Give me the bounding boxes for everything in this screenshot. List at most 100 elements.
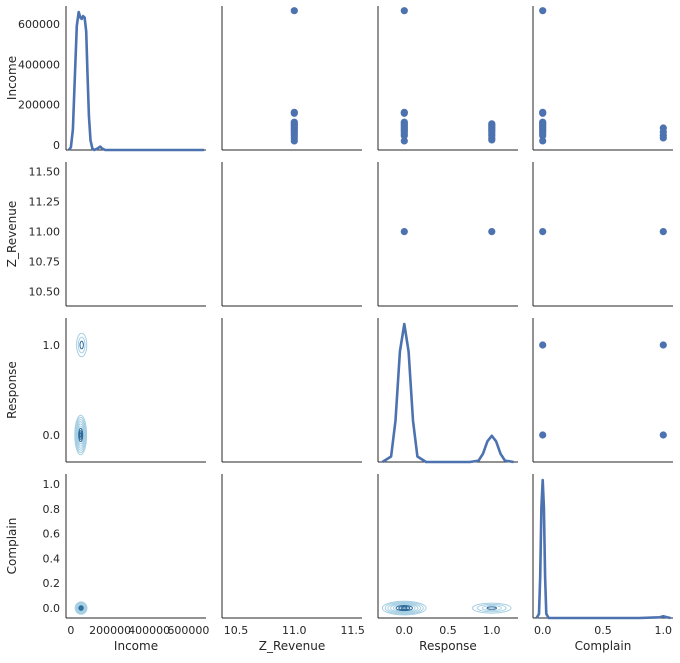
y-tick-label: 1.0 xyxy=(43,339,61,352)
x-tick-label: 200000 xyxy=(89,624,131,637)
kde-contour xyxy=(77,336,86,354)
scatter-point xyxy=(659,341,667,349)
panel-response-vs-complain xyxy=(532,318,673,463)
scatter-point xyxy=(400,7,408,15)
x-tick-label: 0.0 xyxy=(396,624,414,637)
kde-contour xyxy=(76,421,86,449)
scatter-point xyxy=(539,109,547,117)
y-tick-label: 0 xyxy=(53,139,60,152)
x-tick-label: 0 xyxy=(67,624,74,637)
kde-contour xyxy=(79,606,83,610)
kde-contour xyxy=(78,430,83,440)
kde-contour xyxy=(381,600,427,616)
scatter-point xyxy=(539,137,547,145)
y-tick-label: 10.75 xyxy=(29,256,61,269)
scatter-point xyxy=(539,431,547,439)
kde-line-complain xyxy=(535,478,671,620)
x-tick-label: 11.0 xyxy=(282,624,307,637)
kde-contour xyxy=(471,602,512,614)
kde-contour xyxy=(76,423,85,447)
x-tick-label: 1.0 xyxy=(655,624,673,637)
panel-z-revenue-vs-income: 10.50 10.75 11.00 11.25 11.50 Z_Revenue xyxy=(5,162,206,307)
x-axis-label: Income xyxy=(114,639,158,653)
y-tick-label: 200000 xyxy=(18,99,60,112)
kde-contour xyxy=(392,604,416,612)
scatter-point xyxy=(488,136,496,144)
scatter-point xyxy=(290,7,298,15)
y-tick-label: 600000 xyxy=(18,18,60,31)
scatter-point xyxy=(659,134,667,142)
kde-line-income xyxy=(67,10,204,152)
x-axis-label: Complain xyxy=(575,639,632,653)
kde-contour xyxy=(384,601,424,615)
scatter-point xyxy=(539,7,547,15)
kde-contour xyxy=(398,605,411,611)
x-axis-label: Z_Revenue xyxy=(259,639,325,653)
panel-complain-vs-income: 0.0 0.2 0.4 0.6 0.8 1.0 Complain 0 2000004000006… xyxy=(5,474,209,653)
kde-line-response xyxy=(381,322,514,464)
x-tick-label: 0.0 xyxy=(534,624,552,637)
kde-contour xyxy=(77,604,85,612)
kde-contour xyxy=(78,427,84,443)
scatter-point xyxy=(488,228,496,236)
panel-complain-vs-z-revenue: 10.5 11.0 11.5 Z_Revenue xyxy=(221,474,365,653)
y-tick-label: 0.4 xyxy=(43,552,61,565)
y-tick-label: 11.25 xyxy=(29,196,61,209)
kde-contour xyxy=(75,419,86,451)
panel-response-vs-income: 0.0 1.0 Response xyxy=(5,318,206,463)
y-tick-label: 10.50 xyxy=(29,286,61,299)
scatter-point xyxy=(659,228,667,236)
kde-contour xyxy=(78,605,84,611)
kde-contour xyxy=(481,605,502,612)
panel-response-vs-response xyxy=(377,318,518,464)
scatter-point xyxy=(400,109,408,117)
kde-contour xyxy=(387,602,422,614)
scatter-point xyxy=(290,137,298,145)
kde-contour xyxy=(395,604,413,612)
x-tick-label: 0.5 xyxy=(594,624,612,637)
x-tick-label: 0.5 xyxy=(439,624,457,637)
y-tick-label: 0.6 xyxy=(43,528,61,541)
scatter-point xyxy=(400,228,408,236)
kde-contour xyxy=(74,414,88,456)
kde-contour xyxy=(76,602,86,614)
panel-z-revenue-vs-complain xyxy=(532,162,673,307)
y-tick-label: 0.0 xyxy=(43,429,61,442)
y-tick-label: 11.50 xyxy=(29,166,61,179)
scatter-point xyxy=(290,109,298,117)
y-tick-label: 0.0 xyxy=(43,602,61,615)
panel-income-vs-complain xyxy=(532,6,673,151)
panel-complain-vs-complain: 0.0 0.5 1.0 Complain xyxy=(532,474,673,653)
x-axis-label: Response xyxy=(419,639,477,653)
kde-contour xyxy=(76,603,86,613)
panel-income-vs-z-revenue xyxy=(221,6,362,151)
y-axis-label: Complain xyxy=(5,518,19,575)
y-tick-label: 400000 xyxy=(18,58,60,71)
kde-contour xyxy=(79,605,84,611)
kde-contour xyxy=(486,606,498,610)
kde-contour xyxy=(74,601,88,615)
panel-income-vs-income: 0 200000 400000 600000 Income xyxy=(5,6,206,152)
panel-complain-vs-response: 0.0 0.5 1.0 Response xyxy=(377,474,518,653)
x-tick-label: 400000 xyxy=(128,624,170,637)
panel-income-vs-response xyxy=(377,6,518,151)
kde-contour xyxy=(476,603,507,613)
kde-contour xyxy=(390,603,419,613)
scatter-point xyxy=(400,137,408,145)
kde-contour xyxy=(79,432,82,438)
y-tick-label: 1.0 xyxy=(43,478,61,491)
panel-z-revenue-vs-response xyxy=(377,162,518,307)
kde-contour xyxy=(74,416,87,454)
x-tick-label: 1.0 xyxy=(483,624,501,637)
scatter-point xyxy=(539,341,547,349)
panel-response-vs-z-revenue xyxy=(221,318,362,463)
y-axis-label: Income xyxy=(5,56,19,100)
x-tick-label: 600000 xyxy=(167,624,209,637)
y-axis-label: Z_Revenue xyxy=(5,201,19,267)
y-tick-label: 0.2 xyxy=(43,577,61,590)
kde-contour xyxy=(76,332,88,358)
kde-contour xyxy=(401,606,408,610)
kde-contour xyxy=(75,602,87,614)
panel-z-revenue-vs-z-revenue xyxy=(221,162,362,307)
